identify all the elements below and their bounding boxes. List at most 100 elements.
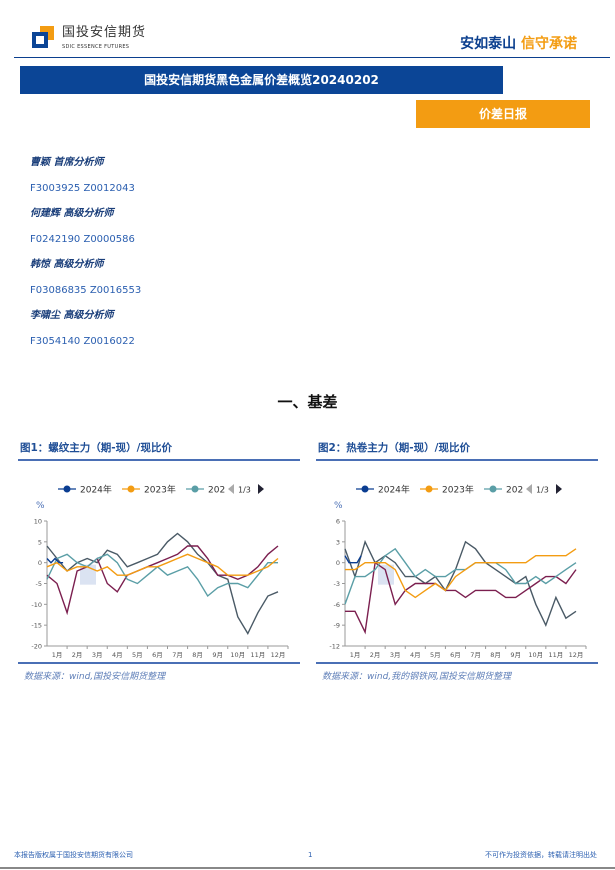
y-axis-unit: %	[334, 501, 343, 511]
x-tick-label: 7月	[470, 651, 481, 659]
y-tick-label: -9	[334, 622, 340, 630]
x-tick-label: 10月	[230, 651, 245, 659]
x-tick-label: 5月	[430, 651, 441, 659]
divider	[316, 459, 598, 461]
chart-1: 2024年 2023年 202 1/3% 10 5 0 -5 -10 -15 -20 1月 2月 3月 4月…	[31, 484, 289, 659]
analyst-code: F03086835 Z0016553	[30, 285, 142, 296]
legend-page: 1/3	[536, 486, 549, 495]
y-tick-label: -10	[31, 601, 42, 609]
analyst-name: 李啸尘 高级分析师	[30, 310, 114, 321]
legend-marker	[361, 485, 369, 493]
x-tick-label: 3月	[390, 651, 401, 659]
header-divider	[14, 57, 610, 58]
legend-next-icon[interactable]	[556, 484, 562, 494]
x-tick-label: 10月	[528, 651, 543, 659]
y-tick-label: -5	[36, 580, 42, 588]
x-tick-label: 11月	[548, 651, 563, 659]
y-tick-label: 0	[336, 559, 340, 567]
legend-prev-icon[interactable]	[228, 484, 234, 494]
x-tick-label: 8月	[192, 651, 203, 659]
analyst-code: F3054140 Z0016022	[30, 336, 135, 347]
x-tick-label: 12月	[271, 651, 286, 659]
footer-divider	[0, 867, 615, 869]
series-line-4a5a66	[46, 532, 279, 635]
section-title: 一、基差	[277, 393, 338, 411]
legend-label: 2023年	[144, 484, 176, 496]
divider	[18, 459, 300, 461]
analyst-code: F0242190 Z0000586	[30, 234, 135, 245]
chart-title: 图1：螺纹主力（期-现）/现比价	[20, 442, 172, 454]
watermark-icon	[80, 564, 96, 585]
chart-2: 2024年 2023年 202 1/3% 6 3 0 -3 -6 -9 -12 1月 2月 3月 4月 5月 6…	[329, 484, 587, 659]
legend-label: 2024年	[80, 484, 112, 496]
y-tick-label: 5	[38, 538, 42, 546]
series-line-202	[344, 547, 577, 605]
legend-label: 202	[506, 486, 523, 496]
y-tick-label: 0	[38, 559, 42, 567]
y-tick-label: -15	[31, 622, 42, 630]
logo-text: 国投安信期货	[62, 25, 147, 40]
legend-marker	[127, 485, 135, 493]
chart-title: 图2：热卷主力（期-现）/现比价	[318, 442, 470, 454]
x-tick-label: 12月	[569, 651, 584, 659]
x-tick-label: 8月	[490, 651, 501, 659]
x-tick-label: 2月	[72, 651, 83, 659]
x-tick-label: 6月	[450, 651, 461, 659]
series-line-2023年	[46, 553, 279, 576]
report-type-tag: 价差日报	[416, 100, 590, 128]
legend-label: 2024年	[378, 484, 410, 496]
legend-marker	[425, 485, 433, 493]
chart-panel-1: 图1：螺纹主力（期-现）/现比价 2024年 2023年 202 1/3% 10 5 0 -5…	[18, 438, 300, 688]
x-tick-label: 3月	[92, 651, 103, 659]
legend-page: 1/3	[238, 486, 251, 495]
x-tick-label: 2月	[370, 651, 381, 659]
x-tick-label: 7月	[172, 651, 183, 659]
legend-prev-icon[interactable]	[526, 484, 532, 494]
analyst-name: 曹颖 首席分析师	[30, 157, 104, 168]
y-tick-label: -12	[329, 643, 340, 651]
analyst-code: F3003925 Z0012043	[30, 183, 135, 194]
legend-marker	[489, 485, 497, 493]
y-tick-label: -20	[31, 643, 42, 651]
footer-disclaimer: 不可作为投资依据，转载请注明出处	[485, 851, 597, 859]
x-tick-label: 5月	[132, 651, 143, 659]
logo-icon	[32, 26, 54, 48]
slogan-part-1: 安如泰山	[460, 36, 517, 52]
logo-subtext: SDIC ESSENCE FUTURES	[62, 44, 130, 50]
legend-next-icon[interactable]	[258, 484, 264, 494]
y-tick-label: -3	[334, 580, 340, 588]
y-tick-label: 3	[336, 538, 340, 546]
x-tick-label: 4月	[112, 651, 123, 659]
analyst-name: 何建辉 高级分析师	[30, 208, 114, 219]
y-tick-label: 6	[336, 518, 340, 526]
legend-marker	[191, 485, 199, 493]
y-tick-label: -6	[334, 601, 340, 609]
legend-label: 2023年	[442, 484, 474, 496]
chart-source: 数据来源：wind,我的钢铁网,国投安信期货整理	[322, 672, 512, 682]
legend-marker	[63, 485, 71, 493]
page-number: 1	[308, 851, 313, 859]
x-tick-label: 1月	[350, 651, 361, 659]
x-tick-label: 9月	[510, 651, 521, 659]
series-line-7b1f4f	[345, 561, 577, 635]
x-tick-label: 9月	[212, 651, 223, 659]
x-tick-label: 6月	[152, 651, 163, 659]
slogan: 安如泰山 信守承诺	[460, 36, 577, 52]
x-tick-label: 4月	[410, 651, 421, 659]
y-tick-label: 10	[34, 518, 42, 526]
chart-panel-2: 图2：热卷主力（期-现）/现比价 2024年 2023年 202 1/3% 6 3 0 -3 -…	[316, 438, 598, 688]
footer-copyright: 本报告版权属于国投安信期货有限公司	[14, 851, 133, 859]
series-line-2023年	[345, 548, 577, 599]
analyst-name: 韩惊 高级分析师	[30, 259, 104, 270]
slogan-part-2: 信守承诺	[521, 36, 577, 52]
y-axis-unit: %	[36, 501, 45, 511]
legend-label: 202	[208, 486, 225, 496]
series-line-2024年	[46, 557, 64, 564]
series-line-2024年	[344, 555, 362, 564]
report-title: 国投安信期货黑色金属价差概览20240202	[20, 66, 503, 94]
divider	[18, 662, 300, 664]
x-tick-label: 1月	[52, 651, 63, 659]
divider	[316, 662, 598, 664]
chart-source: 数据来源：wind,国投安信期货整理	[24, 672, 166, 682]
x-tick-label: 11月	[250, 651, 265, 659]
